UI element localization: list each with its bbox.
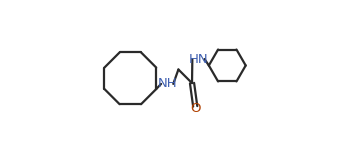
Text: HN: HN — [189, 53, 208, 66]
Text: NH: NH — [157, 77, 177, 90]
Text: O: O — [190, 102, 201, 115]
